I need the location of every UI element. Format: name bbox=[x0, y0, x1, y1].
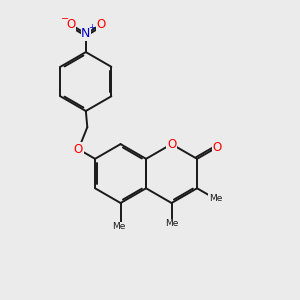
Text: Me: Me bbox=[112, 222, 126, 231]
Text: O: O bbox=[66, 18, 75, 31]
Text: +: + bbox=[88, 23, 94, 32]
Text: O: O bbox=[74, 143, 83, 156]
Text: O: O bbox=[97, 18, 106, 31]
Text: Me: Me bbox=[165, 219, 178, 228]
Text: N: N bbox=[81, 27, 91, 40]
Text: Me: Me bbox=[209, 194, 222, 203]
Text: O: O bbox=[167, 138, 176, 151]
Text: −: − bbox=[61, 14, 69, 23]
Text: O: O bbox=[212, 141, 222, 154]
